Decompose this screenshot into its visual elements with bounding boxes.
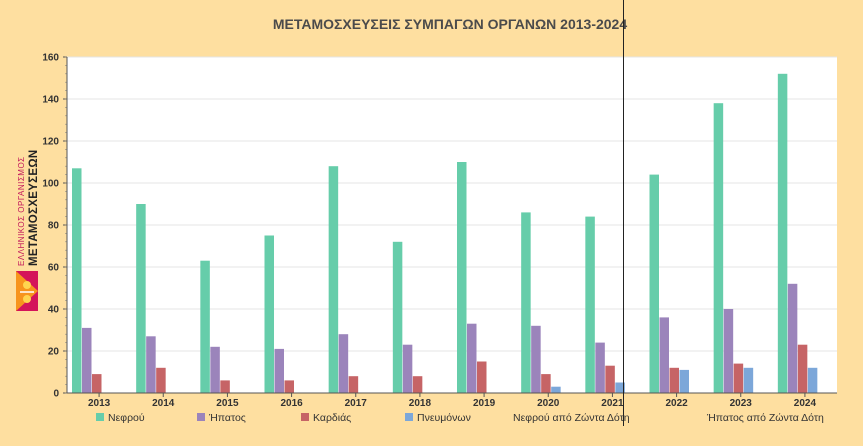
bar-Ήπατος-2016 xyxy=(274,348,284,393)
chart-title: ΜΕΤΑΜΟΣΧΕΥΣΕΙΣ ΣΥΜΠΑΓΩΝ ΟΡΓΑΝΩΝ 2013-202… xyxy=(273,16,628,32)
bar-Πνευμόνων-2022 xyxy=(679,369,689,393)
bar-Καρδιάς-2017 xyxy=(348,376,359,393)
bar-Νεφρού-2020 xyxy=(521,212,531,393)
bar-Πνευμόνων-2023 xyxy=(743,367,754,393)
bar-Νεφρού-2013 xyxy=(72,168,82,393)
y-tick-label: 40 xyxy=(48,305,60,316)
bar-Νεφρού-2017 xyxy=(328,166,339,393)
bar-Ήπατος-2018 xyxy=(402,344,413,393)
x-tick-label: 2023 xyxy=(730,398,753,409)
legend: Νεφρού Ήπατος Καρδιάς Πνευμόνων xyxy=(96,412,471,424)
bar-Νεφρού-2015 xyxy=(200,260,210,393)
logo-line2: ΜΕΤΑΜΟΣΧΕΥΣΕΩΝ xyxy=(28,150,40,266)
bar-Καρδιάς-2020 xyxy=(541,374,551,393)
bar-Καρδιάς-2022 xyxy=(669,367,679,393)
bar-Νεφρού-2024 xyxy=(777,73,788,394)
gridlines xyxy=(67,56,837,352)
x-tick-label: 2018 xyxy=(409,398,432,409)
bar-Νεφρού-2018 xyxy=(392,241,403,393)
bar-Ήπατος-2019 xyxy=(467,323,477,393)
bar-Πνευμόνων-2024 xyxy=(807,367,818,393)
y-tick-label: 120 xyxy=(42,137,59,148)
bar-Καρδιάς-2015 xyxy=(220,380,230,393)
bar-Νεφρού-2022 xyxy=(649,174,659,393)
bar-Ήπατος-2020 xyxy=(531,325,541,393)
x-tick-label: 2014 xyxy=(152,398,175,409)
legend-label: Πνευμόνων xyxy=(417,412,471,424)
x-tick-label: 2015 xyxy=(216,398,239,409)
y-tick-label: 60 xyxy=(48,263,60,274)
bar-Καρδιάς-2019 xyxy=(477,361,487,393)
x-tick-label: 2022 xyxy=(665,398,688,409)
bar-Νεφρού-2019 xyxy=(457,162,467,393)
y-tick-label: 80 xyxy=(48,221,60,232)
y-tick-label: 160 xyxy=(42,53,59,64)
bar-Ήπατος-2022 xyxy=(659,317,669,393)
bar-Ήπατος-2015 xyxy=(210,346,220,393)
x-tick-label: 2019 xyxy=(473,398,496,409)
bar-Ήπατος-2017 xyxy=(338,334,349,393)
bar-Πνευμόνων-2020 xyxy=(551,386,561,393)
legend-label: Καρδιάς xyxy=(313,412,351,424)
bar-Νεφρού-2014 xyxy=(136,204,146,393)
logo: ΕΛΛΗΝΙΚΟΣ ΟΡΓΑΝΙΣΜΟΣ ΜΕΤΑΜΟΣΧΕΥΣΕΩΝ xyxy=(16,150,40,311)
y-tick-label: 140 xyxy=(42,95,59,106)
bar-Ήπατος-2023 xyxy=(723,309,734,393)
x-tick-label: 2013 xyxy=(88,398,111,409)
bar-Ήπατος-2024 xyxy=(787,283,798,393)
legend-swatch-Πνευμόνων xyxy=(405,413,413,421)
logo-line1: ΕΛΛΗΝΙΚΟΣ ΟΡΓΑΝΙΣΜΟΣ xyxy=(17,156,26,266)
x-tick-label: 2016 xyxy=(280,398,303,409)
bar-Νεφρού-2016 xyxy=(264,235,274,393)
bar-Καρδιάς-2021 xyxy=(605,365,615,393)
legend-label: Ήπατος xyxy=(208,412,246,424)
y-tick-label: 100 xyxy=(42,179,59,190)
bar-Ήπατος-2021 xyxy=(595,342,605,393)
bar-Καρδιάς-2016 xyxy=(284,380,294,393)
bar-Ήπατος-2013 xyxy=(82,327,92,393)
bar-Καρδιάς-2018 xyxy=(412,376,423,393)
legend-swatch-Ήπατος xyxy=(197,413,205,421)
bar-Νεφρού-2021 xyxy=(585,216,595,393)
bar-Καρδιάς-2024 xyxy=(797,344,808,393)
x-tick-label: 2024 xyxy=(794,398,817,409)
y-tick-label: 0 xyxy=(53,389,59,400)
annotation-liver-living: Ήπατος από Ζώντα Δότη xyxy=(706,412,824,424)
y-tick-label: 20 xyxy=(48,347,60,358)
legend-label: Νεφρού xyxy=(108,412,145,424)
legend-swatch-Νεφρού xyxy=(96,413,104,421)
x-tick-label: 2020 xyxy=(537,398,560,409)
annotation-kidney-living: Νεφρού από Ζώντα Δότη xyxy=(513,412,630,424)
bar-Πνευμόνων-2021 xyxy=(615,382,625,393)
x-tick-label: 2021 xyxy=(601,398,624,409)
legend-swatch-Καρδιάς xyxy=(301,413,309,421)
x-tick-label: 2017 xyxy=(345,398,368,409)
logo-icon xyxy=(16,271,38,311)
bar-Καρδιάς-2013 xyxy=(92,374,102,393)
bars xyxy=(72,73,818,394)
bar-Καρδιάς-2023 xyxy=(733,363,744,393)
bar-Ήπατος-2014 xyxy=(146,336,156,393)
axes: 0 20 40 60 80 100 120 140 160 2013 2014 2015 2016 201… xyxy=(42,53,837,409)
bar-Καρδιάς-2014 xyxy=(156,367,166,393)
bar-Νεφρού-2023 xyxy=(713,103,724,393)
